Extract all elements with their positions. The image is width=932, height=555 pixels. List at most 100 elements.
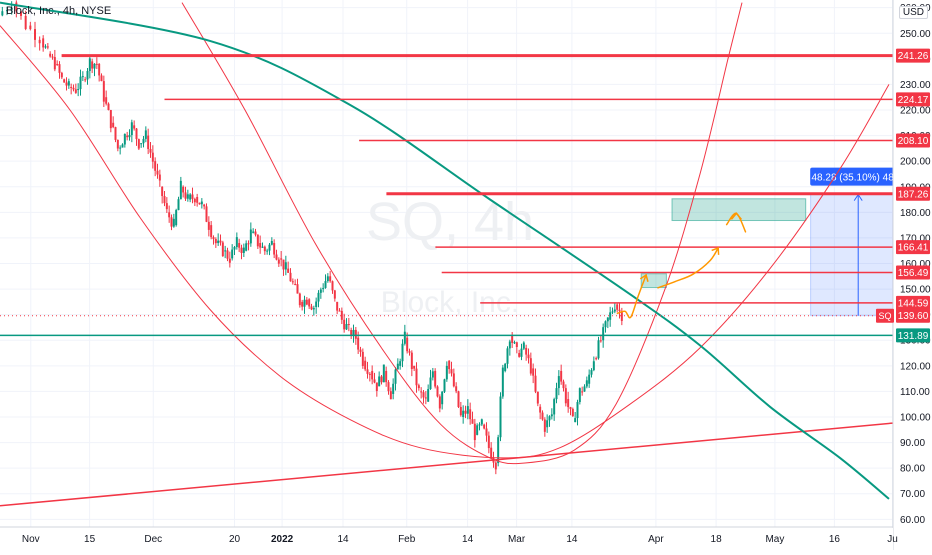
candle-body [56,63,59,65]
candle-body [172,218,175,227]
projection-arrow [616,274,647,319]
projection-arrowhead [711,246,720,255]
parabola-wide [0,25,890,459]
resistance-tag: 144.59 [898,298,929,309]
candle-body [441,391,444,405]
symbol-tag: SQ [878,311,891,321]
candle-body [581,391,584,393]
candle-body [333,290,336,299]
candle-body [546,420,549,428]
candle-body [81,76,84,78]
candle-body [387,382,390,392]
candle-body [84,79,87,81]
candle-body [613,309,616,312]
candle-body [340,310,343,320]
candle-body [410,352,413,370]
candle-body [65,82,68,86]
candle-body [207,221,210,230]
horizontal-levels[interactable] [0,54,893,337]
candle-body [420,391,423,393]
resistance-tag: 224.17 [898,95,929,106]
candle-body [373,379,376,383]
candle-body [366,369,369,374]
candle-body [361,351,364,366]
candle-body [438,396,441,409]
time-tick-label: 15 [84,534,96,545]
time-tick-label: 18 [711,534,723,545]
resistance-tag: 241.26 [898,51,929,62]
currency-label[interactable]: USD [898,6,928,19]
time-axis[interactable]: Nov 15 Dec 20 2022 14 Feb 14 Mar 14 Apr 18 May 16 Ju [0,528,898,550]
candle-body [354,329,357,339]
candle-body [154,161,157,171]
time-tick-label: 16 [829,534,841,545]
candle-body [280,258,283,260]
candle-body [494,462,497,470]
candle-body [525,347,528,355]
candle-body [534,375,537,392]
drawn-curves[interactable] [0,1,893,507]
projection-arrows[interactable] [616,212,747,319]
time-tick-label: 14 [462,534,474,545]
candle-body [609,312,612,320]
candle-body [473,423,476,441]
candle-body [235,237,238,248]
candle-body [338,310,341,312]
candle-body [116,139,119,149]
candle-body [177,199,180,211]
candle-body [296,284,299,294]
candle-body [564,388,567,404]
candle-body [422,392,425,398]
candle-body [273,243,276,255]
candle-body [100,75,103,82]
last-price-tag: 139.60 [898,311,929,322]
candle-body [567,399,570,408]
candle-body [240,247,243,253]
candle-body [448,360,451,370]
time-tick-label: 20 [229,534,241,545]
candle-body [38,39,41,44]
candle-body [254,231,257,235]
resistance-tag: 156.49 [898,268,929,279]
projection-arrowhead [639,273,649,282]
candle-body [91,61,94,69]
candle-body [527,354,530,359]
candle-body [436,386,439,397]
time-tick-label: Ju [887,534,898,545]
candle-body [126,135,129,138]
candle-body [595,358,598,360]
candle-body [385,370,388,383]
candle-body [228,258,231,263]
parabola-narrow [181,2,743,465]
candle-body [151,152,154,162]
resistance-tag-bg [896,295,930,310]
price-tick-label: 90.00 [900,438,925,449]
candle-body [588,374,591,384]
candle-body [312,308,315,310]
measure-tool[interactable]: 48.28 (35.10%) 4828 [810,167,907,317]
candle-body [371,370,374,380]
price-tick-label: 250.00 [900,29,931,40]
candle-body [238,243,241,248]
candle-body [268,244,271,251]
candle-body [497,437,500,464]
candle-body [455,386,458,392]
candle-body [275,254,278,260]
target-zones[interactable] [640,198,807,289]
candle-body [221,242,224,257]
candle-body [49,53,52,57]
candle-body [396,363,399,370]
candle-body [597,340,600,359]
candle-body [210,225,213,238]
candle-body [24,15,27,29]
candle-body [599,340,602,342]
candle-body [459,406,462,416]
candle-body [291,281,294,283]
candle-body [289,272,292,282]
candle-body [142,138,145,144]
candle-body [616,304,619,310]
candle-body [415,368,418,386]
candle-body [345,324,348,330]
candle-body [245,243,248,251]
